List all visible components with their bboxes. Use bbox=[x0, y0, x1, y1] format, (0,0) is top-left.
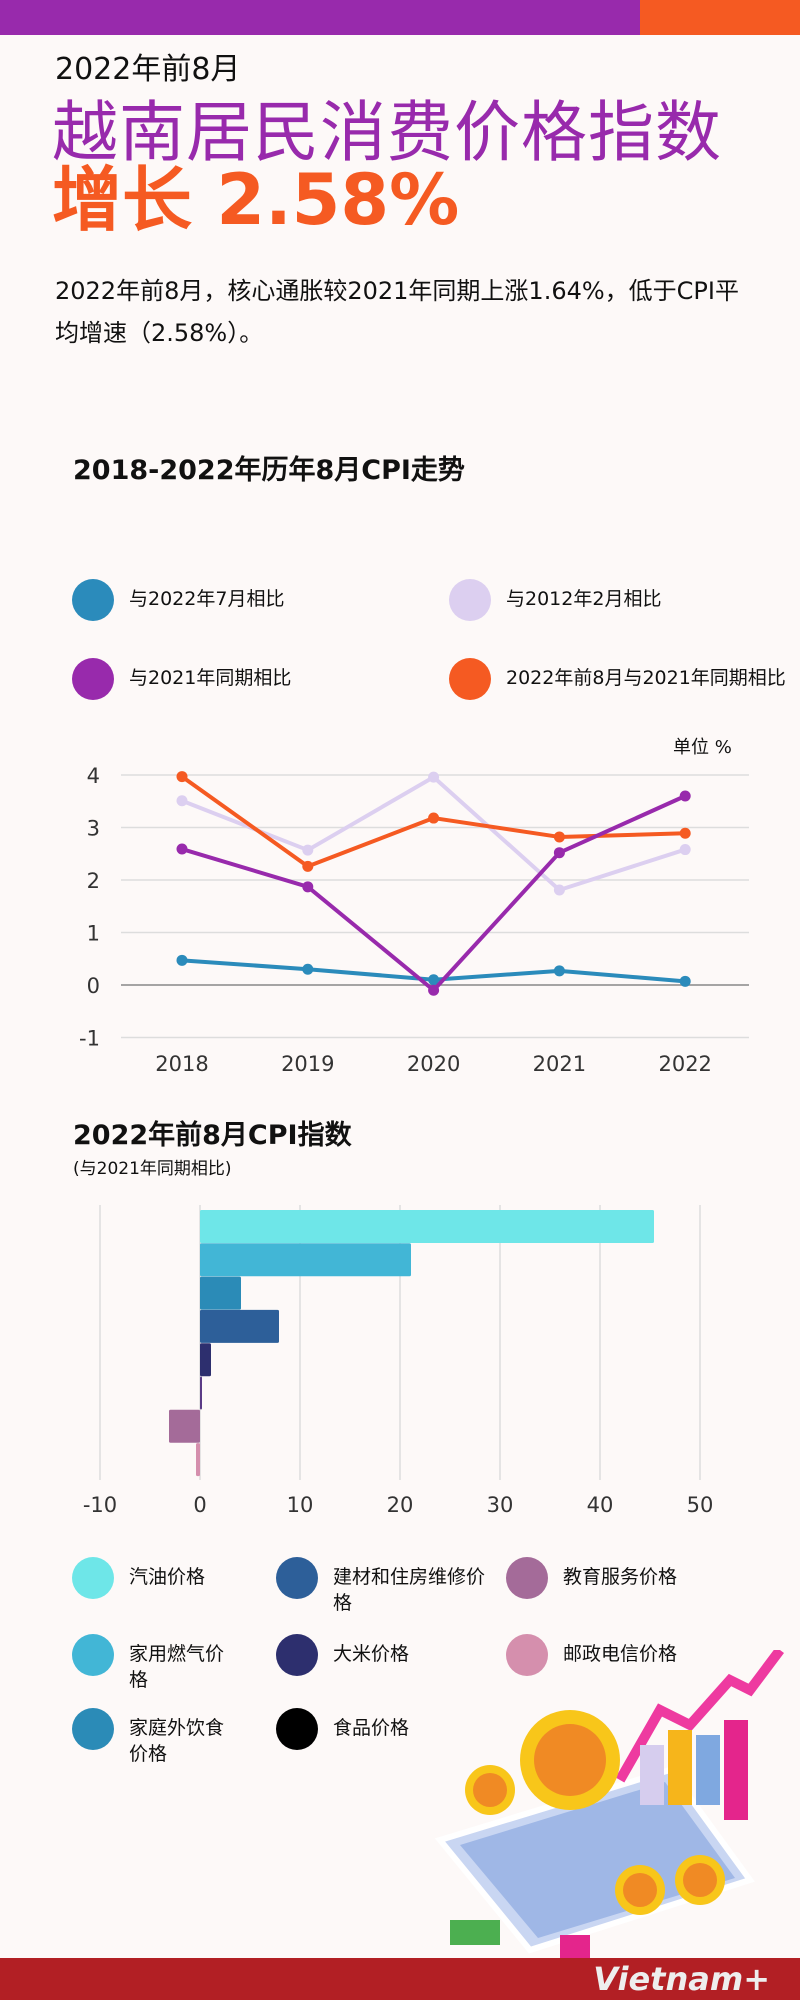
legend-label: 与2012年2月相比 bbox=[506, 588, 662, 610]
y-tick-label: 4 bbox=[87, 764, 100, 788]
bar bbox=[200, 1276, 241, 1310]
x-tick-label: 50 bbox=[687, 1493, 714, 1517]
bar-chart: -10 0 10 20 30 40 50 bbox=[83, 1205, 714, 1517]
data-point bbox=[553, 831, 565, 843]
unit-label: 单位 % bbox=[673, 737, 732, 758]
data-point bbox=[428, 974, 440, 986]
kicker: 2022年前8月 bbox=[55, 52, 241, 87]
y-tick-label: 1 bbox=[87, 922, 100, 946]
legend-swatch bbox=[449, 579, 491, 621]
bar bbox=[200, 1343, 211, 1377]
legend-swatch bbox=[72, 579, 114, 621]
y-tick-label: 3 bbox=[87, 817, 100, 841]
x-tick-label: 0 bbox=[193, 1493, 206, 1517]
x-tick-label: 2018 bbox=[155, 1052, 208, 1076]
legend-label: 食品价格 bbox=[333, 1717, 410, 1739]
legend-label: 邮政电信价格 bbox=[563, 1643, 678, 1665]
top-bar-purple bbox=[0, 0, 640, 35]
data-point bbox=[553, 847, 565, 859]
data-point bbox=[553, 965, 565, 977]
data-point bbox=[428, 771, 440, 783]
footer-bar bbox=[0, 1958, 800, 2000]
data-point bbox=[679, 827, 691, 839]
bar bbox=[169, 1409, 200, 1443]
bar bbox=[200, 1243, 411, 1277]
legend-label: 建材和住房维修价格 bbox=[333, 1566, 486, 1614]
data-point bbox=[176, 771, 188, 783]
legend-label: 教育服务价格 bbox=[563, 1566, 678, 1588]
legend-swatch bbox=[276, 1634, 318, 1676]
legend-label: 与2021年同期相比 bbox=[129, 667, 292, 689]
data-point bbox=[302, 963, 314, 975]
data-point bbox=[176, 954, 188, 966]
data-point bbox=[302, 881, 314, 893]
y-tick-label: 0 bbox=[87, 974, 100, 998]
bar bbox=[196, 1443, 200, 1477]
legend-swatch bbox=[449, 658, 491, 700]
legend-swatch bbox=[72, 658, 114, 700]
legend-label: 家用燃气价格 bbox=[129, 1643, 225, 1691]
page-title: 越南居民消费价格指数 bbox=[52, 94, 722, 171]
y-tick-label: 2 bbox=[87, 869, 100, 893]
x-tick-label: 40 bbox=[587, 1493, 614, 1517]
data-point bbox=[679, 790, 691, 802]
data-point bbox=[176, 843, 188, 855]
bar bbox=[200, 1309, 279, 1343]
y-tick-label: -1 bbox=[79, 1027, 100, 1051]
page-title-highlight: 增长 2.58% bbox=[52, 159, 460, 241]
data-point bbox=[679, 975, 691, 987]
legend-swatch bbox=[72, 1708, 114, 1750]
x-tick-label: 30 bbox=[487, 1493, 514, 1517]
x-tick-label: 10 bbox=[287, 1493, 314, 1517]
series-line bbox=[181, 794, 687, 993]
data-point bbox=[679, 844, 691, 856]
intro-text: 2022年前8月，核心通胀较2021年同期上涨1.64%，低于CPI平均增速（2… bbox=[55, 277, 739, 347]
data-point bbox=[428, 984, 440, 996]
legend-swatch bbox=[276, 1557, 318, 1599]
legend-swatch bbox=[506, 1557, 548, 1599]
legend-label: 2022年前8月与2021年同期相比 bbox=[506, 667, 786, 689]
data-point bbox=[553, 884, 565, 896]
finance-illustration bbox=[434, 1650, 784, 1960]
bar bbox=[200, 1376, 202, 1410]
x-tick-label: -10 bbox=[83, 1493, 117, 1517]
legend-label: 与2022年7月相比 bbox=[129, 588, 285, 610]
legend-swatch bbox=[506, 1634, 548, 1676]
x-tick-label: 2019 bbox=[281, 1052, 334, 1076]
legend-swatch bbox=[276, 1708, 318, 1750]
data-point bbox=[176, 795, 188, 807]
x-tick-label: 2022 bbox=[658, 1052, 711, 1076]
x-tick-label: 2021 bbox=[533, 1052, 586, 1076]
data-point bbox=[428, 812, 440, 824]
bar-chart-subtitle: (与2021年同期相比) bbox=[73, 1159, 232, 1179]
line-chart-title: 2018-2022年历年8月CPI走势 bbox=[73, 455, 465, 486]
legend-label: 大米价格 bbox=[333, 1643, 410, 1665]
legend-label: 汽油价格 bbox=[129, 1566, 206, 1588]
x-tick-label: 20 bbox=[387, 1493, 414, 1517]
data-point bbox=[302, 860, 314, 872]
top-bar-orange bbox=[640, 0, 800, 35]
x-tick-label: 2020 bbox=[407, 1052, 460, 1076]
data-point bbox=[302, 844, 314, 856]
bar-chart-title: 2022年前8月CPI指数 bbox=[73, 1120, 352, 1151]
line-chart: 4 3 2 1 0 -1 2018 2019 2020 2021 2022 bbox=[79, 764, 749, 1076]
legend-label: 家庭外饮食价格 bbox=[129, 1717, 225, 1765]
vietnamplus-logo: Vietnam+ bbox=[593, 1960, 770, 1998]
legend-swatch bbox=[72, 1634, 114, 1676]
legend-swatch bbox=[72, 1557, 114, 1599]
bar bbox=[200, 1210, 654, 1243]
